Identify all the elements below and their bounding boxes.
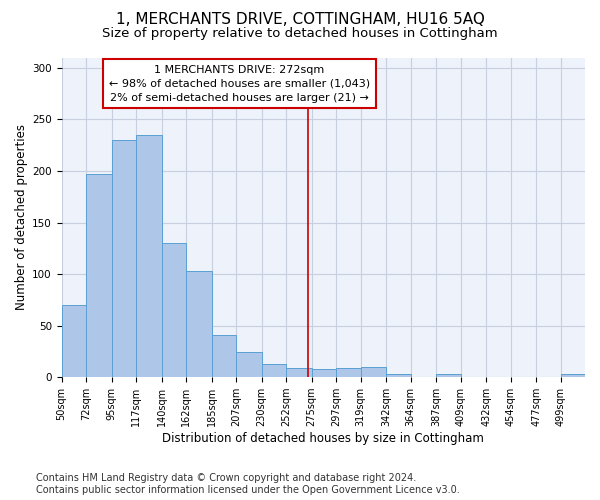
Bar — [62, 305, 86, 377]
Bar — [286, 368, 311, 377]
Bar — [236, 352, 262, 377]
Bar — [386, 374, 410, 377]
Text: Size of property relative to detached houses in Cottingham: Size of property relative to detached ho… — [102, 28, 498, 40]
Text: 1 MERCHANTS DRIVE: 272sqm
← 98% of detached houses are smaller (1,043)
2% of sem: 1 MERCHANTS DRIVE: 272sqm ← 98% of detac… — [109, 64, 370, 102]
Bar — [560, 374, 585, 377]
Bar — [86, 174, 112, 377]
X-axis label: Distribution of detached houses by size in Cottingham: Distribution of detached houses by size … — [163, 432, 484, 445]
Bar — [336, 368, 361, 377]
Y-axis label: Number of detached properties: Number of detached properties — [15, 124, 28, 310]
Bar — [436, 374, 461, 377]
Text: 1, MERCHANTS DRIVE, COTTINGHAM, HU16 5AQ: 1, MERCHANTS DRIVE, COTTINGHAM, HU16 5AQ — [116, 12, 484, 28]
Bar — [186, 271, 212, 377]
Bar — [112, 140, 136, 377]
Bar — [136, 135, 161, 377]
Bar — [161, 243, 186, 377]
Bar — [262, 364, 286, 377]
Bar — [212, 335, 236, 377]
Text: Contains HM Land Registry data © Crown copyright and database right 2024.
Contai: Contains HM Land Registry data © Crown c… — [36, 474, 460, 495]
Bar — [361, 367, 386, 377]
Bar — [311, 369, 336, 377]
